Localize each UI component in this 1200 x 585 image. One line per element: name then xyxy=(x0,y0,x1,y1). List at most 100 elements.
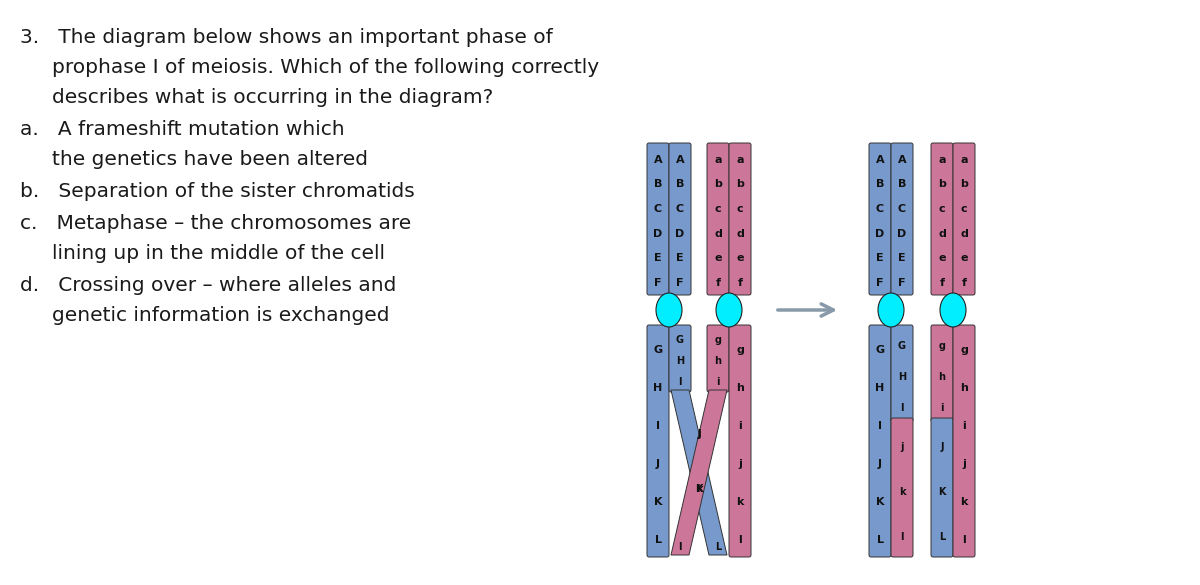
Text: c: c xyxy=(737,204,743,214)
Text: c: c xyxy=(961,204,967,214)
Text: G: G xyxy=(676,335,684,345)
Text: K: K xyxy=(654,497,662,507)
Text: i: i xyxy=(738,421,742,431)
Text: G: G xyxy=(898,340,906,350)
Text: I: I xyxy=(878,421,882,431)
FancyBboxPatch shape xyxy=(931,143,953,295)
Text: D: D xyxy=(898,229,907,239)
Text: f: f xyxy=(961,278,966,288)
Text: b: b xyxy=(938,180,946,190)
Text: g: g xyxy=(960,345,968,355)
Text: prophase I of meiosis. Which of the following correctly: prophase I of meiosis. Which of the foll… xyxy=(52,58,599,77)
Text: i: i xyxy=(962,421,966,431)
Text: a: a xyxy=(938,155,946,165)
Text: h: h xyxy=(714,356,721,366)
FancyBboxPatch shape xyxy=(953,143,974,295)
FancyBboxPatch shape xyxy=(670,325,691,392)
Text: H: H xyxy=(676,356,684,366)
Text: d: d xyxy=(714,229,722,239)
Text: K: K xyxy=(876,497,884,507)
Text: j: j xyxy=(738,459,742,469)
Text: b: b xyxy=(714,180,722,190)
Ellipse shape xyxy=(656,293,682,327)
Text: i: i xyxy=(941,402,943,412)
Text: B: B xyxy=(676,180,684,190)
Text: c: c xyxy=(938,204,946,214)
Text: D: D xyxy=(875,229,884,239)
Text: k: k xyxy=(737,497,744,507)
Text: f: f xyxy=(940,278,944,288)
Text: C: C xyxy=(876,204,884,214)
FancyBboxPatch shape xyxy=(730,143,751,295)
Text: l: l xyxy=(962,535,966,545)
Text: J: J xyxy=(697,429,701,439)
FancyBboxPatch shape xyxy=(670,143,691,295)
FancyBboxPatch shape xyxy=(730,325,751,557)
Text: D: D xyxy=(653,229,662,239)
Polygon shape xyxy=(671,390,727,555)
Text: E: E xyxy=(676,253,684,263)
Text: F: F xyxy=(899,278,906,288)
Text: j: j xyxy=(900,442,904,452)
Ellipse shape xyxy=(716,293,742,327)
Text: K: K xyxy=(695,484,703,494)
Text: H: H xyxy=(898,371,906,381)
Text: k: k xyxy=(960,497,967,507)
Text: J: J xyxy=(656,459,660,469)
Text: d: d xyxy=(960,229,968,239)
FancyBboxPatch shape xyxy=(931,325,953,422)
Polygon shape xyxy=(671,390,727,555)
Text: F: F xyxy=(654,278,661,288)
Text: j: j xyxy=(962,459,966,469)
FancyBboxPatch shape xyxy=(890,143,913,295)
Text: a: a xyxy=(714,155,721,165)
Text: i: i xyxy=(716,377,720,387)
Text: a: a xyxy=(960,155,967,165)
Text: h: h xyxy=(736,383,744,393)
FancyBboxPatch shape xyxy=(647,325,670,557)
Text: a.   A frameshift mutation which: a. A frameshift mutation which xyxy=(20,120,344,139)
Ellipse shape xyxy=(878,293,904,327)
Text: g: g xyxy=(736,345,744,355)
Text: C: C xyxy=(654,204,662,214)
Text: l: l xyxy=(900,532,904,542)
Text: describes what is occurring in the diagram?: describes what is occurring in the diagr… xyxy=(52,88,493,107)
Text: k: k xyxy=(899,487,905,497)
Text: l: l xyxy=(678,542,682,552)
FancyBboxPatch shape xyxy=(707,325,730,392)
Text: G: G xyxy=(654,345,662,355)
Text: J: J xyxy=(941,442,943,452)
Text: e: e xyxy=(938,253,946,263)
Text: e: e xyxy=(960,253,967,263)
Text: genetic information is exchanged: genetic information is exchanged xyxy=(52,306,390,325)
Text: f: f xyxy=(738,278,743,288)
Text: J: J xyxy=(878,459,882,469)
Text: L: L xyxy=(876,535,883,545)
Text: g: g xyxy=(714,335,721,345)
Text: g: g xyxy=(938,340,946,350)
Ellipse shape xyxy=(940,293,966,327)
Text: A: A xyxy=(654,155,662,165)
FancyBboxPatch shape xyxy=(953,325,974,557)
Text: D: D xyxy=(676,229,685,239)
Text: B: B xyxy=(654,180,662,190)
FancyBboxPatch shape xyxy=(869,325,890,557)
Text: d.   Crossing over – where alleles and: d. Crossing over – where alleles and xyxy=(20,276,396,295)
FancyBboxPatch shape xyxy=(707,143,730,295)
Text: H: H xyxy=(653,383,662,393)
FancyBboxPatch shape xyxy=(890,325,913,422)
Text: e: e xyxy=(737,253,744,263)
Text: B: B xyxy=(876,180,884,190)
FancyBboxPatch shape xyxy=(890,418,913,557)
Text: A: A xyxy=(676,155,684,165)
Text: L: L xyxy=(938,532,946,542)
FancyBboxPatch shape xyxy=(647,143,670,295)
Text: K: K xyxy=(938,487,946,497)
Text: A: A xyxy=(876,155,884,165)
Text: b: b xyxy=(960,180,968,190)
Text: L: L xyxy=(715,542,721,552)
Text: F: F xyxy=(677,278,684,288)
Text: a: a xyxy=(737,155,744,165)
Text: k: k xyxy=(696,484,702,494)
Text: E: E xyxy=(898,253,906,263)
